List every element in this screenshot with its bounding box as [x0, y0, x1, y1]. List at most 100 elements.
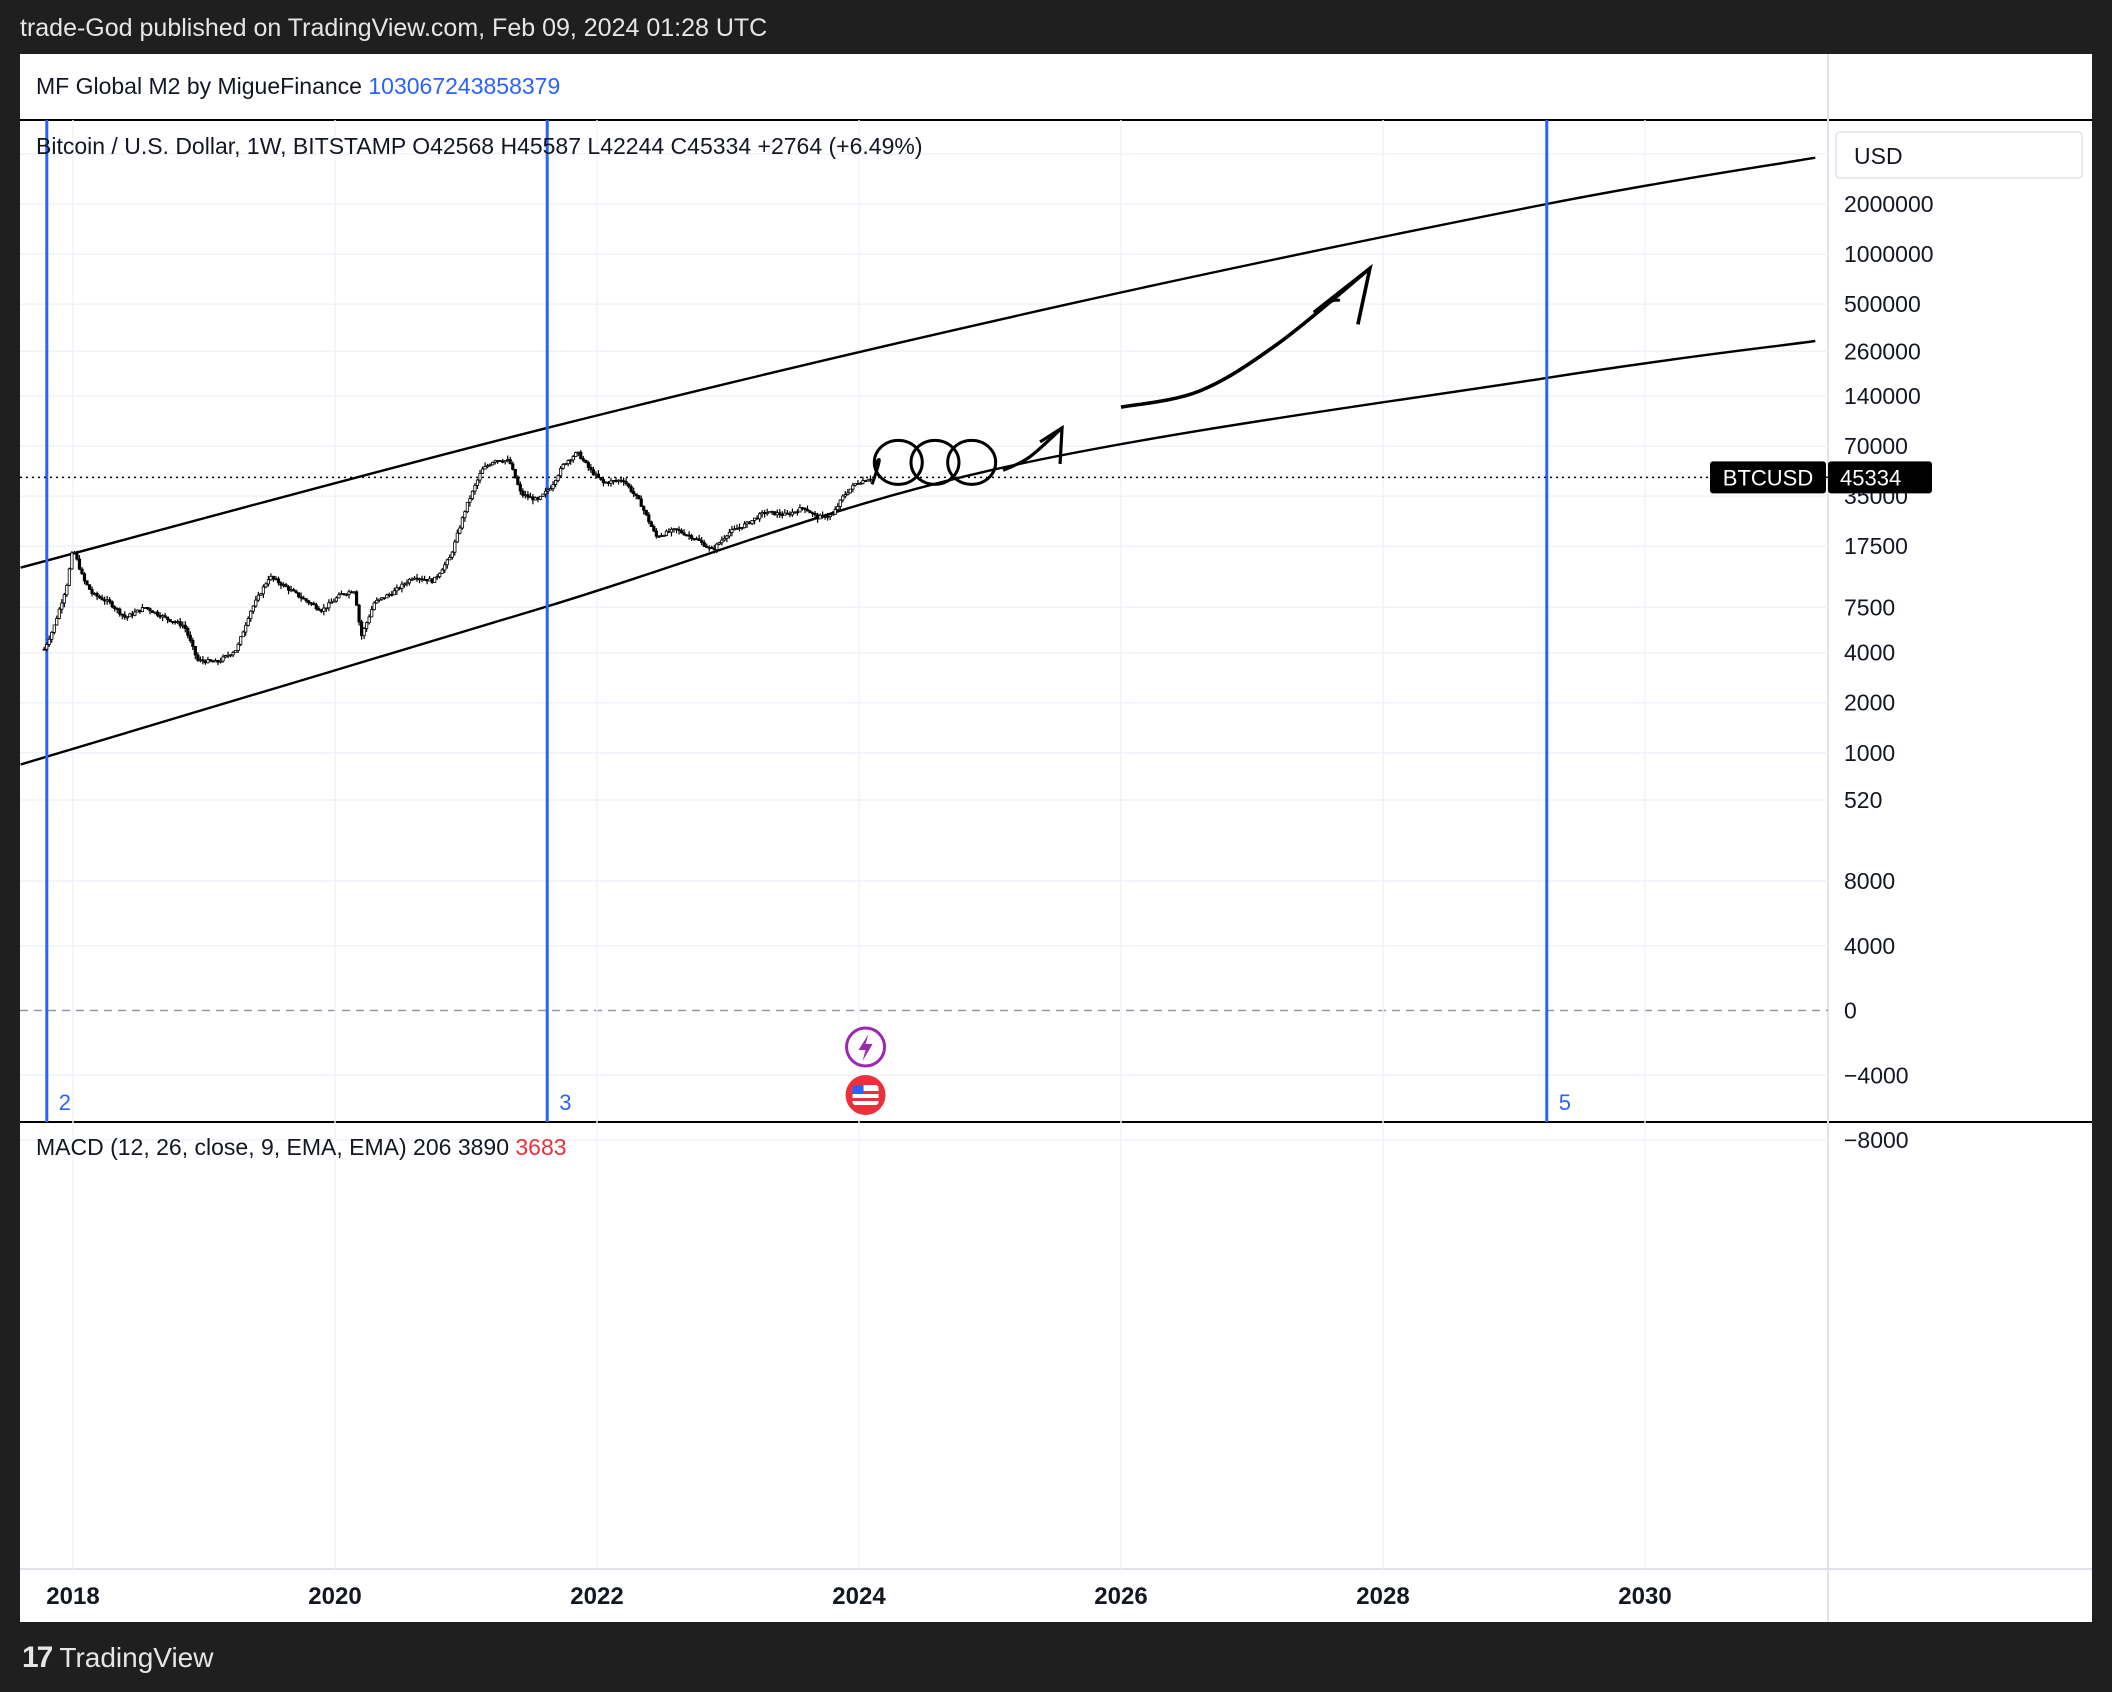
- price-candle-body: [360, 621, 364, 637]
- price-candle-body: [790, 511, 794, 516]
- price-candle-body: [453, 541, 457, 553]
- price-candle-body: [236, 643, 240, 651]
- price-candle-body: [289, 589, 293, 592]
- price-candle-body: [317, 608, 321, 611]
- price-candle-body: [669, 528, 674, 533]
- chart-svg[interactable]: 235 400000020000001000000500000260000140…: [20, 54, 2092, 1622]
- macd-legend-part: MACD (12, 26, close, 9, EMA, EMA): [36, 1134, 407, 1160]
- curve-arrow-head: [1312, 263, 1373, 325]
- price-candle-body: [863, 480, 868, 482]
- price-candle-body: [193, 645, 197, 656]
- price-candle-body: [725, 535, 729, 539]
- indicator-name: MF Global M2 by MigueFinance: [36, 73, 368, 99]
- price-candle-body: [679, 530, 684, 534]
- price-candle-body: [503, 460, 507, 463]
- price-candle-body: [773, 511, 777, 516]
- price-candle-body: [259, 593, 263, 596]
- arrow-shaft: [1002, 426, 1064, 472]
- price-candle-body: [239, 636, 243, 645]
- price-candle-body: [143, 606, 147, 609]
- price-candle-body: [795, 511, 800, 514]
- price-candle-body: [256, 594, 260, 601]
- price-candle-body: [740, 527, 744, 529]
- price-candle-body: [614, 480, 618, 482]
- price-candle-body: [674, 528, 679, 531]
- price-candle-body: [362, 628, 366, 637]
- price-candle-body: [533, 497, 538, 501]
- price-candle-body: [430, 578, 434, 583]
- price-candle-body: [173, 621, 177, 624]
- price-candle-body: [684, 534, 689, 537]
- price-candle-body: [513, 468, 517, 479]
- price-candle-body: [186, 628, 190, 636]
- price-candle-body: [62, 594, 66, 604]
- price-candle-body: [659, 535, 663, 537]
- macd-arrow-head: [904, 958, 920, 1014]
- price-candle-body: [627, 483, 631, 487]
- price-candle-body: [246, 618, 250, 626]
- price-candle-body: [848, 488, 852, 494]
- us-flag-icon[interactable]: [845, 1075, 886, 1115]
- price-candle-body: [755, 517, 759, 520]
- projection-curve: [1120, 263, 1373, 409]
- macd-axis-tick: −8000: [1844, 1127, 1909, 1153]
- time-axis-tick: 2024: [832, 1583, 886, 1610]
- price-candle-body: [254, 599, 258, 607]
- currency-button[interactable]: [1835, 131, 2083, 179]
- time-axis-tick: 2026: [1094, 1583, 1147, 1610]
- price-candle-body: [123, 614, 127, 618]
- price-candle-body: [775, 512, 779, 516]
- price-candle-body: [697, 538, 701, 542]
- price-candle-body: [700, 540, 704, 543]
- price-axis-tick: 17500: [1844, 533, 1908, 559]
- price-candle-body: [279, 582, 283, 586]
- price-candle-body: [866, 479, 870, 482]
- price-candle-body: [392, 590, 396, 596]
- price-candle-body: [229, 654, 233, 657]
- price-axis-tick: 140000: [1844, 383, 1921, 409]
- price-candle-body: [493, 460, 497, 463]
- symbol-legend: Bitcoin / U.S. Dollar, 1W, BITSTAMP O425…: [36, 133, 922, 159]
- price-candle-body: [115, 608, 119, 610]
- price-candle-body: [622, 480, 626, 483]
- price-candle-body: [742, 523, 747, 529]
- price-candle-body: [798, 507, 802, 513]
- price-candle-body: [274, 578, 278, 581]
- price-candle-body: [712, 548, 716, 551]
- price-candle-body: [181, 624, 185, 627]
- price-candle-body: [805, 509, 810, 512]
- price-candle-body: [286, 586, 291, 591]
- price-candle-body: [87, 584, 92, 590]
- price-candle-body: [276, 578, 281, 584]
- price-candle-body: [140, 607, 145, 612]
- time-axis-tick: 2020: [308, 1583, 361, 1610]
- price-candle-body: [501, 460, 505, 463]
- price-candle-body: [264, 583, 268, 588]
- price-candle-body: [234, 650, 238, 653]
- cycle-marker-label: 2: [59, 1090, 71, 1115]
- price-candle-body: [584, 459, 588, 463]
- macd-axis-tick: 4000: [1844, 933, 1895, 959]
- price-candle-body: [606, 481, 611, 484]
- price-candle-body: [531, 496, 535, 501]
- price-candle-body: [45, 644, 49, 650]
- lightning-icon[interactable]: [845, 1026, 887, 1068]
- price-candle-body: [158, 614, 162, 618]
- price-candle-body: [538, 495, 543, 500]
- price-candle-body: [483, 466, 487, 470]
- price-candle-body: [372, 602, 376, 610]
- price-candle-body: [297, 592, 301, 598]
- price-candle-body: [526, 494, 530, 498]
- price-candle-body: [551, 484, 555, 489]
- price-candle-body: [647, 514, 651, 523]
- price-candle-body: [710, 547, 714, 550]
- price-candle-body: [579, 451, 583, 460]
- price-candle-body: [171, 621, 175, 623]
- price-candle-body: [155, 611, 160, 616]
- price-candle-body: [715, 543, 719, 551]
- macd-projection-arrow: [885, 949, 920, 1014]
- price-candle-body: [556, 475, 560, 481]
- price-candle-body: [415, 577, 419, 580]
- price-candle-body: [586, 462, 590, 468]
- price-candle-body: [783, 512, 787, 516]
